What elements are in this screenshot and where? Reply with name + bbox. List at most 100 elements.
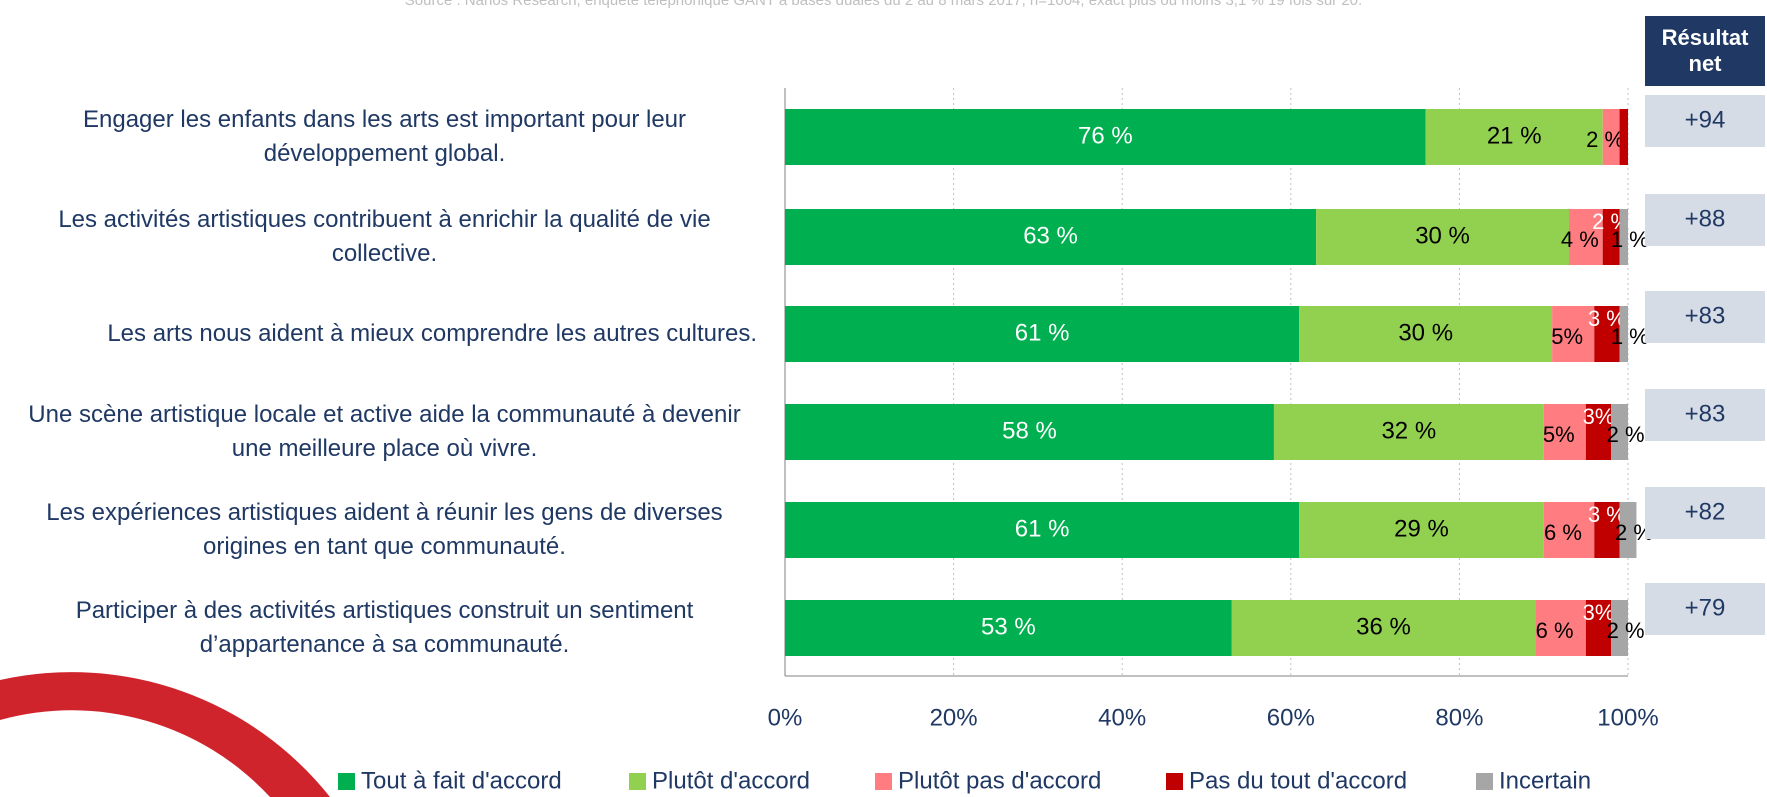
x-tick-label: 20% xyxy=(930,704,978,731)
bar-segment xyxy=(1425,109,1603,165)
data-label: 3 % xyxy=(1588,306,1626,331)
data-label: 5% xyxy=(1543,422,1575,447)
bar-segment xyxy=(1543,502,1595,558)
legend-label: Plutôt d'accord xyxy=(652,767,810,794)
data-label: 4 % xyxy=(1561,227,1599,252)
category-label-text: Les arts nous aident à mieux comprendre … xyxy=(107,320,757,347)
data-label: 61 % xyxy=(1015,515,1070,542)
bar-segment xyxy=(1299,306,1553,362)
data-label: 36 % xyxy=(1356,613,1411,640)
bar-segment xyxy=(1535,600,1586,656)
net-value: +83 xyxy=(1685,400,1726,427)
category-label-text: Les expériences artistiques aident à réu… xyxy=(46,499,723,560)
legend-swatch xyxy=(875,773,892,790)
data-label: 61 % xyxy=(1015,319,1070,346)
data-label: 1 % xyxy=(1611,227,1649,252)
legend-swatch xyxy=(1166,773,1183,790)
data-label: 30 % xyxy=(1398,319,1453,346)
bar-segment xyxy=(785,404,1274,460)
data-label: 2 % xyxy=(1586,127,1624,152)
bar-segment xyxy=(1611,600,1628,656)
bar-segment xyxy=(1543,404,1586,460)
bar-segment xyxy=(1594,502,1620,558)
data-label: 30 % xyxy=(1415,222,1470,249)
category-label-text: Les activités artistiques contribuent à … xyxy=(58,206,711,267)
data-label: 3% xyxy=(1583,600,1615,625)
data-label: 1 % xyxy=(1611,324,1649,349)
net-box xyxy=(1645,291,1765,343)
data-label: 2 % xyxy=(1607,422,1645,447)
bar-segment xyxy=(1568,209,1603,265)
net-value: +82 xyxy=(1685,498,1726,525)
net-header: Résultat net xyxy=(1645,16,1765,86)
data-label: 21 % xyxy=(1487,122,1542,149)
category-label: Engager les enfants dans les arts est im… xyxy=(0,103,757,171)
net-box xyxy=(1645,583,1765,635)
source-note: Source : Nanos Research, enquête télépho… xyxy=(404,0,1363,9)
data-label: 29 % xyxy=(1394,515,1449,542)
data-label: 76 % xyxy=(1078,122,1133,149)
x-tick-label: 0% xyxy=(768,704,803,731)
net-box xyxy=(1645,487,1765,539)
bar-segment xyxy=(1611,404,1628,460)
bar-segment xyxy=(1619,209,1628,265)
net-value: +88 xyxy=(1685,205,1726,232)
legend-swatch xyxy=(338,773,355,790)
bar-segment xyxy=(1273,404,1544,460)
bar-segment xyxy=(785,502,1300,558)
bar-segment xyxy=(1299,502,1544,558)
net-value: +79 xyxy=(1685,594,1726,621)
data-label: 63 % xyxy=(1023,222,1078,249)
data-label: 6 % xyxy=(1536,618,1574,643)
data-label: 5% xyxy=(1551,324,1583,349)
data-label: 3 % xyxy=(1588,502,1626,527)
legend-label: Pas du tout d'accord xyxy=(1189,767,1407,794)
data-label: 3% xyxy=(1583,404,1615,429)
bar-segment xyxy=(785,600,1232,656)
bar-segment xyxy=(785,306,1300,362)
bar-segment xyxy=(1585,600,1612,656)
category-label: Les expériences artistiques aident à réu… xyxy=(0,496,757,564)
category-label-text: Engager les enfants dans les arts est im… xyxy=(83,106,686,167)
legend-swatch xyxy=(1476,773,1493,790)
net-box xyxy=(1645,389,1765,441)
data-label: 6 % xyxy=(1544,520,1582,545)
bar-segment xyxy=(1316,209,1569,265)
legend-label: Incertain xyxy=(1499,767,1591,794)
data-label: 58 % xyxy=(1002,417,1057,444)
bar-segment xyxy=(1585,404,1612,460)
category-label: Une scène artistique locale et active ai… xyxy=(0,398,757,466)
x-tick-label: 100% xyxy=(1597,704,1658,731)
data-label: 32 % xyxy=(1381,417,1436,444)
bar-segment xyxy=(785,209,1317,265)
legend-label: Plutôt pas d'accord xyxy=(898,767,1101,794)
bar-segment xyxy=(1619,109,1628,165)
bar-segment xyxy=(1602,109,1620,165)
net-box xyxy=(1645,95,1765,147)
bar-segment xyxy=(1231,600,1536,656)
category-label: Les arts nous aident à mieux comprendre … xyxy=(0,317,757,351)
net-box xyxy=(1645,194,1765,246)
bar-segment xyxy=(1619,502,1637,558)
decoration-arc xyxy=(0,672,330,797)
x-tick-label: 40% xyxy=(1098,704,1146,731)
data-label: 53 % xyxy=(981,613,1036,640)
bar-segment xyxy=(1619,306,1628,362)
net-value: +94 xyxy=(1685,106,1726,133)
bar-segment xyxy=(1552,306,1595,362)
data-label: 2 % xyxy=(1607,618,1645,643)
bar-segment xyxy=(1594,306,1620,362)
x-tick-label: 60% xyxy=(1267,704,1315,731)
bar-segment xyxy=(785,109,1426,165)
net-value: +83 xyxy=(1685,302,1726,329)
legend-label: Tout à fait d'accord xyxy=(361,767,562,794)
x-tick-label: 80% xyxy=(1435,704,1483,731)
category-label: Participer à des activités artistiques c… xyxy=(0,594,757,662)
category-label-text: Participer à des activités artistiques c… xyxy=(75,597,694,658)
category-label: Les activités artistiques contribuent à … xyxy=(0,203,757,271)
category-label-text: Une scène artistique locale et active ai… xyxy=(28,401,741,462)
bar-segment xyxy=(1602,209,1620,265)
legend-swatch xyxy=(629,773,646,790)
